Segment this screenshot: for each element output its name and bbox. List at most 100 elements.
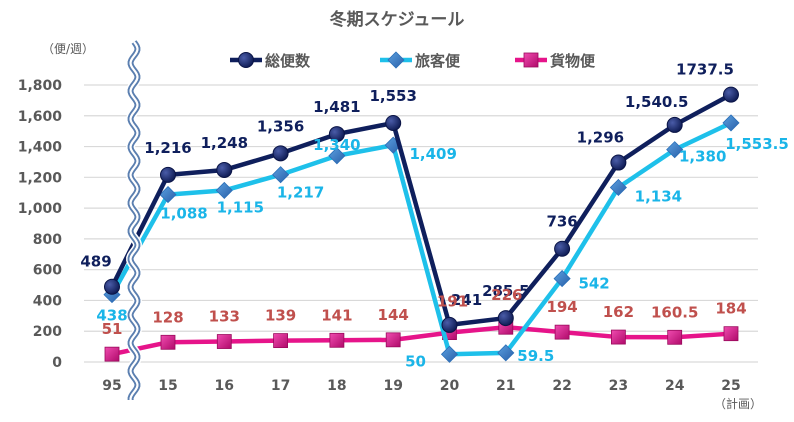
y-tick-label: 1,400: [18, 140, 63, 156]
x-tick-label: 18: [327, 378, 346, 394]
data-label: 241: [451, 291, 482, 309]
x-tick-label: 17: [271, 378, 290, 394]
marker-circle: [328, 126, 345, 143]
data-label: 1,115: [217, 198, 264, 216]
x-tick-label: 25: [721, 378, 740, 394]
data-label: 128: [152, 308, 183, 326]
marker-diamond: [497, 344, 515, 362]
data-label: 1,540.5: [625, 93, 689, 111]
data-label: 1,088: [160, 205, 207, 223]
marker-square: [523, 52, 539, 68]
marker-circle: [554, 240, 571, 257]
x-tick-label: 95: [102, 378, 121, 394]
data-label: 1,380: [679, 148, 726, 166]
y-tick-label: 0: [52, 355, 62, 371]
y-tick-label: 600: [33, 263, 62, 279]
data-label: 489: [80, 253, 111, 271]
legend-label: 貨物便: [550, 52, 596, 70]
y-axis-ticks: 0 200 400 600 800 1,000 1,200 1,400 1,600 1,800: [18, 78, 63, 371]
data-label: 59.5: [517, 347, 554, 365]
data-label: 50: [405, 352, 426, 370]
data-label: 736: [546, 213, 577, 231]
marker-circle: [272, 145, 289, 162]
marker-circle: [160, 166, 176, 183]
data-label: 144: [378, 306, 409, 324]
y-tick-label: 1,600: [18, 109, 63, 125]
x-tick-label: 20: [440, 378, 460, 394]
legend-label: 旅客便: [415, 52, 461, 70]
marker-square: [385, 332, 401, 348]
data-label: 1,217: [277, 184, 324, 202]
data-labels: 489 1,216 1,248 1,356 1,481 1,553 241 285.5 736 1…: [80, 61, 788, 371]
gridlines: [84, 84, 758, 363]
marker-diamond: [387, 51, 405, 69]
legend-label: 総便数: [265, 52, 311, 70]
marker-diamond: [215, 181, 233, 199]
data-label: 1,356: [257, 117, 304, 135]
data-label: 191: [437, 293, 468, 311]
data-label: 1,553: [369, 87, 416, 105]
legend-item-1: 旅客便: [380, 51, 461, 70]
marker-diamond: [722, 114, 740, 132]
marker-diamond: [159, 186, 177, 204]
marker-square: [104, 346, 120, 362]
data-label: 1,481: [313, 98, 360, 116]
y-tick-label: 200: [33, 324, 62, 340]
data-label: 542: [578, 275, 609, 293]
marker-square: [554, 324, 570, 340]
y-tick-label: 1,000: [18, 201, 63, 217]
data-label: 160.5: [651, 303, 698, 321]
data-label: 438: [96, 307, 127, 325]
marker-circle: [216, 161, 233, 178]
chart-title: 冬期スケジュール: [330, 9, 465, 30]
x-tick-label: 22: [552, 378, 571, 394]
series-0: [104, 86, 739, 333]
x-tick-label: 19: [383, 378, 402, 394]
x-tick-label: 23: [609, 378, 628, 394]
marker-square: [160, 334, 176, 350]
marker-square: [611, 329, 626, 345]
data-label: 133: [209, 308, 240, 326]
series-line: [111, 324, 732, 357]
y-tick-label: 1,200: [18, 170, 63, 186]
data-label: 226: [491, 286, 522, 304]
data-label: 1,216: [144, 139, 191, 157]
y-axis-unit: （便/週）: [42, 42, 94, 56]
series-1: [103, 114, 740, 363]
marker-square: [329, 332, 345, 348]
data-label: 1,134: [635, 187, 682, 205]
x-axis-ticks: 95 15 16 17 18 19 20 21 22 23 24 25: [102, 378, 740, 394]
data-label: 1,409: [409, 145, 456, 163]
data-label: 1,248: [201, 134, 248, 152]
series-line: [110, 120, 732, 357]
y-tick-label: 1,800: [18, 78, 63, 94]
marker-circle: [238, 52, 254, 68]
x-tick-label: 15: [158, 378, 177, 394]
data-label: 1,296: [577, 129, 624, 147]
data-label: 162: [603, 303, 634, 321]
x-tick-label: 16: [215, 378, 234, 394]
axis-break-icon: [126, 39, 142, 400]
y-tick-label: 800: [33, 232, 62, 248]
data-label: 184: [715, 300, 746, 318]
axis-break-inner: [129, 41, 139, 400]
data-label: 1,553.5: [725, 135, 789, 153]
marker-circle: [104, 278, 120, 295]
marker-diamond: [328, 147, 346, 165]
marker-square: [667, 329, 683, 345]
series-line: [109, 92, 733, 328]
marker-square: [273, 333, 289, 349]
marker-diamond: [440, 345, 459, 363]
marker-circle: [385, 115, 402, 132]
data-label: 194: [546, 298, 577, 316]
marker-diamond: [609, 178, 627, 197]
marker-circle: [441, 316, 458, 333]
marker-square: [723, 326, 739, 342]
data-label: 141: [321, 306, 352, 324]
marker-diamond: [666, 141, 684, 159]
legend: 総便数 旅客便 貨物便: [230, 51, 596, 70]
y-tick-label: 400: [33, 293, 62, 309]
data-label: 51: [102, 320, 123, 338]
marker-square: [216, 334, 232, 349]
